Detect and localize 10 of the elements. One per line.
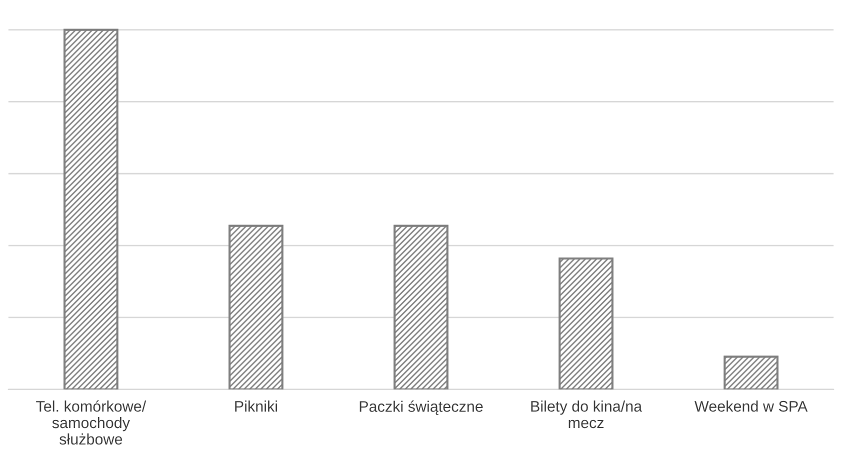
bar <box>63 28 118 390</box>
bar <box>394 224 448 390</box>
x-tick-label: Paczki świąteczne <box>360 400 483 415</box>
bar <box>724 356 779 390</box>
x-tick-label: Tel. komórkowe/ samochody służbowe <box>36 400 146 445</box>
x-tick-label: Bilety do kina/na mecz <box>531 400 642 428</box>
bar <box>558 257 614 390</box>
bar <box>228 224 284 390</box>
x-tick-label: Weekend w SPA <box>694 400 808 412</box>
x-tick-label: Pikniki <box>235 400 278 412</box>
